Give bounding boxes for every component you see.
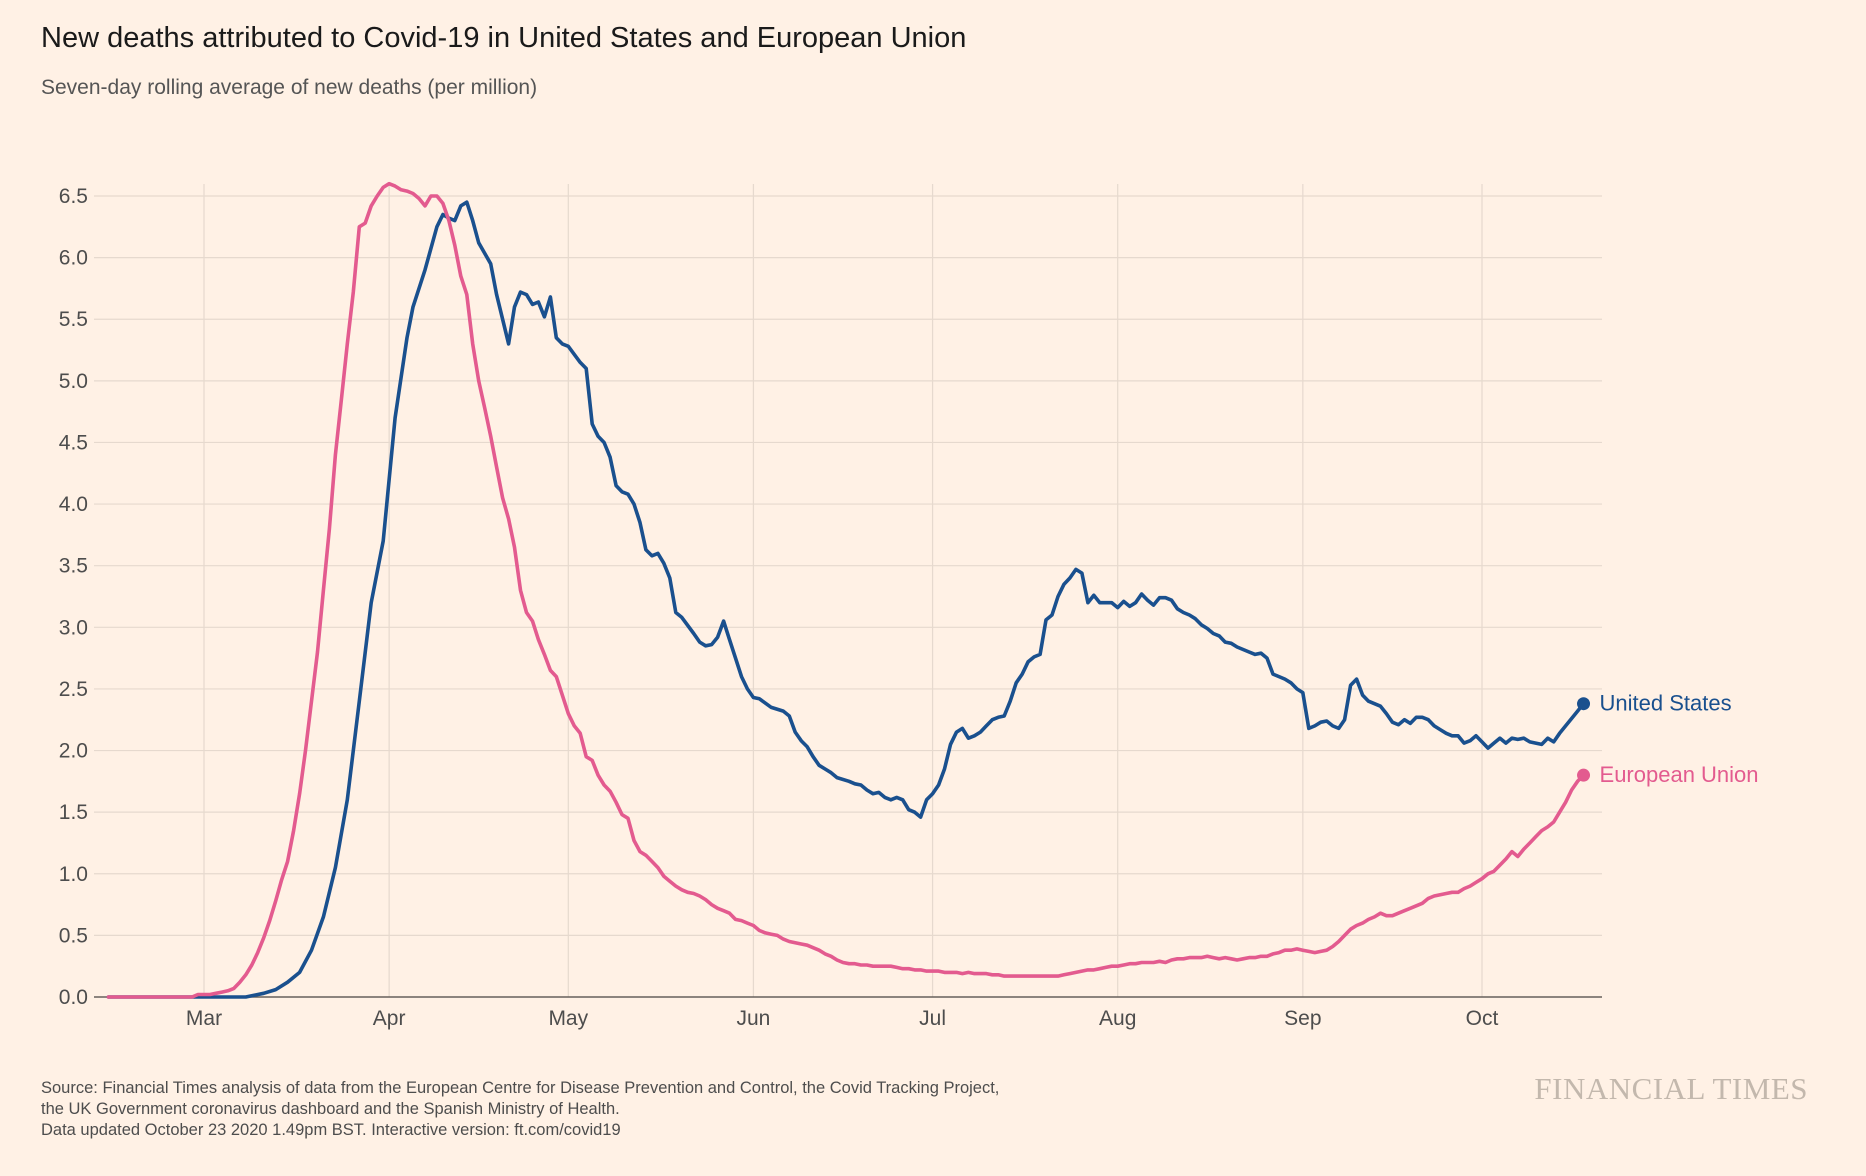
- x-tick-label: Jul: [919, 1007, 946, 1030]
- x-tick-label: Apr: [373, 1007, 406, 1030]
- x-tick-label: May: [548, 1007, 588, 1030]
- chart-title: New deaths attributed to Covid-19 in Uni…: [41, 22, 967, 54]
- y-tick-label: 3.0: [59, 616, 88, 639]
- source-line-1: Source: Financial Times analysis of data…: [41, 1079, 1000, 1097]
- source-line-3: Data updated October 23 2020 1.49pm BST.…: [41, 1121, 621, 1139]
- series-line-european-union: [106, 181, 1586, 999]
- y-tick-label: 1.5: [59, 801, 88, 824]
- y-gridlines: [94, 195, 1602, 998]
- series-lines: [106, 181, 1591, 999]
- series-end-dot-european-union: [1577, 768, 1591, 782]
- chart-subtitle: Seven-day rolling average of new deaths …: [41, 76, 538, 99]
- source-line-2: the UK Government coronavirus dashboard …: [41, 1100, 620, 1118]
- x-tick-label: Sep: [1284, 1007, 1321, 1030]
- y-tick-label: 3.5: [59, 555, 88, 578]
- x-tick-labels: Mar Apr May Jun Jul Aug Sep Oct: [186, 1007, 1499, 1030]
- source-note: Source: Financial Times analysis of data…: [41, 1078, 999, 1141]
- y-tick-label: 4.0: [59, 493, 88, 516]
- ft-logo: FINANCIAL TIMES: [1534, 1071, 1808, 1106]
- y-tick-label: 1.0: [59, 863, 88, 886]
- y-tick-label: 5.5: [59, 308, 88, 331]
- x-tick-label: Oct: [1466, 1007, 1499, 1030]
- x-gridlines: [203, 184, 1483, 997]
- y-tick-label: 2.0: [59, 740, 88, 763]
- series-end-dot-united-states: [1577, 697, 1591, 711]
- x-tick-label: Mar: [186, 1007, 222, 1030]
- series-label-european-union: European Union: [1600, 762, 1759, 787]
- x-tick-label: Jun: [736, 1007, 770, 1030]
- y-tick-label: 5.0: [59, 370, 88, 393]
- y-tick-labels: 0.0 0.5 1.0 1.5 2.0 2.5 3.0 3.5 4.0 4.5 5.0 5.5 6.0 6…: [59, 185, 88, 1009]
- y-tick-label: 6.5: [59, 185, 88, 208]
- y-tick-label: 4.5: [59, 431, 88, 454]
- series-end-labels: United States European Union: [1600, 691, 1759, 787]
- y-tick-label: 0.5: [59, 924, 88, 947]
- series-line-united-states: [106, 200, 1586, 999]
- y-tick-label: 2.5: [59, 678, 88, 701]
- x-tick-label: Aug: [1099, 1007, 1136, 1030]
- y-tick-label: 0.0: [59, 986, 88, 1009]
- series-label-united-states: United States: [1600, 691, 1732, 716]
- y-tick-label: 6.0: [59, 247, 88, 270]
